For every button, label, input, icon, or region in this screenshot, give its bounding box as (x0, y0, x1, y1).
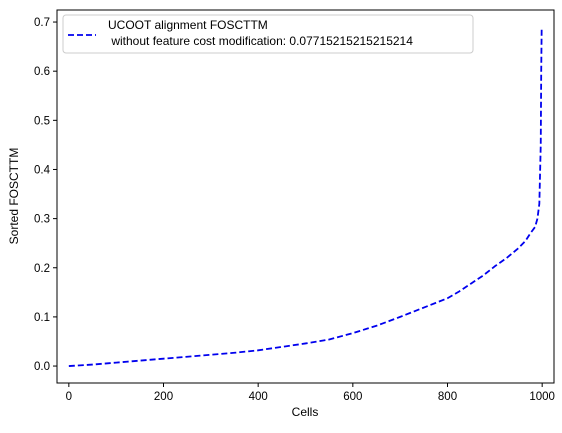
y-tick-label: 0.7 (34, 17, 50, 29)
legend-entry-line2: without feature cost modification: 0.077… (108, 34, 413, 48)
legend-entry-line1: UCOOT alignment FOSCTTM (108, 18, 268, 32)
y-tick-label: 0.0 (34, 361, 50, 373)
legend: UCOOT alignment FOSCTTM without feature … (62, 14, 474, 54)
y-tick-label: 0.3 (34, 214, 50, 226)
ticks-layer: 0 200 400 600 800 1000 0.0 0.1 0.2 0.3 0.4 0.5 0.6 0.… (34, 17, 555, 403)
y-tick-label: 0.5 (34, 115, 50, 127)
x-tick-label: 800 (438, 391, 457, 403)
y-axis-label: Sorted FOSCTTM (7, 148, 21, 245)
y-tick-label: 0.1 (34, 312, 50, 324)
y-tick-label: 0.6 (34, 66, 50, 78)
plot-frame (56, 9, 555, 384)
plot-area (57, 10, 554, 383)
x-tick-label: 200 (154, 391, 173, 403)
x-axis-label: Cells (292, 405, 319, 419)
x-tick-label: 400 (249, 391, 268, 403)
x-tick-label: 1000 (529, 391, 555, 403)
series-layer (68, 26, 543, 367)
x-tick-label: 0 (66, 391, 72, 403)
series-line-0 (68, 26, 543, 367)
y-tick-label: 0.2 (34, 263, 50, 275)
legend-box (62, 14, 474, 54)
x-tick-label: 600 (343, 391, 362, 403)
y-tick-label: 0.4 (34, 164, 51, 176)
